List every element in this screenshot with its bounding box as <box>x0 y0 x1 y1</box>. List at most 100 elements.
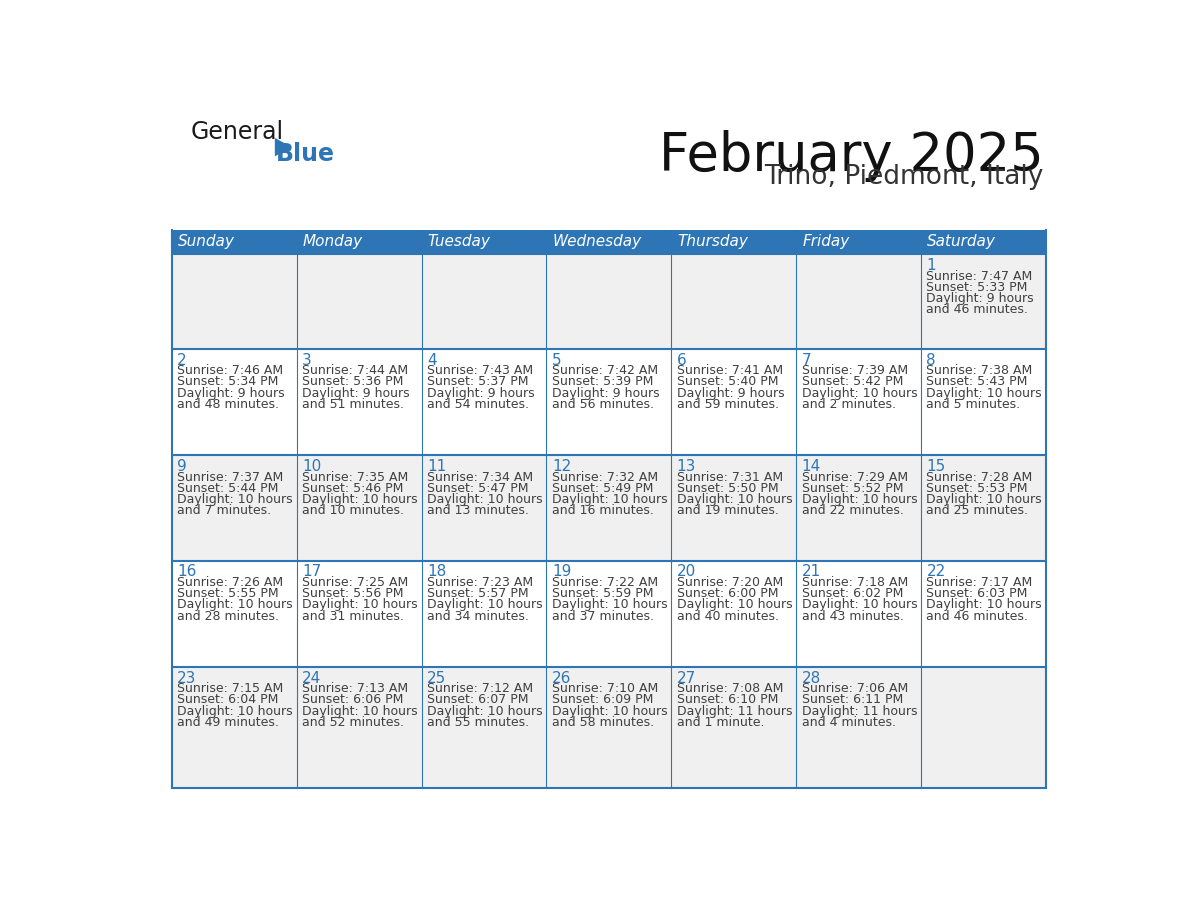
Text: 22: 22 <box>927 565 946 579</box>
Text: Sunrise: 7:06 AM: Sunrise: 7:06 AM <box>802 682 908 695</box>
Text: Daylight: 10 hours: Daylight: 10 hours <box>552 493 668 506</box>
Text: Daylight: 10 hours: Daylight: 10 hours <box>552 599 668 611</box>
Bar <box>172 349 297 455</box>
Text: 19: 19 <box>552 565 571 579</box>
Bar <box>671 561 796 666</box>
Text: Monday: Monday <box>303 234 364 250</box>
Text: Daylight: 10 hours: Daylight: 10 hours <box>552 705 668 718</box>
Bar <box>297 666 422 788</box>
Text: Trino, Piedmont, Italy: Trino, Piedmont, Italy <box>764 164 1043 190</box>
Bar <box>546 561 671 666</box>
Text: Sunset: 5:57 PM: Sunset: 5:57 PM <box>426 588 529 600</box>
Bar <box>796 349 921 455</box>
Bar <box>921 349 1045 455</box>
Text: Sunrise: 7:17 AM: Sunrise: 7:17 AM <box>927 576 1032 589</box>
Text: and 4 minutes.: and 4 minutes. <box>802 716 896 729</box>
Text: Sunset: 5:49 PM: Sunset: 5:49 PM <box>552 482 653 495</box>
Bar <box>422 455 546 561</box>
Bar <box>796 230 921 254</box>
Bar <box>921 666 1045 788</box>
Text: Sunrise: 7:47 AM: Sunrise: 7:47 AM <box>927 270 1032 283</box>
Text: and 56 minutes.: and 56 minutes. <box>552 397 653 410</box>
Bar <box>546 455 671 561</box>
Text: and 46 minutes.: and 46 minutes. <box>927 303 1029 316</box>
Text: and 16 minutes.: and 16 minutes. <box>552 504 653 517</box>
Text: Sunrise: 7:34 AM: Sunrise: 7:34 AM <box>426 471 533 484</box>
Text: February 2025: February 2025 <box>659 130 1043 182</box>
Text: and 25 minutes.: and 25 minutes. <box>927 504 1029 517</box>
Text: 26: 26 <box>552 671 571 686</box>
Text: 1: 1 <box>927 258 936 273</box>
Text: Sunrise: 7:32 AM: Sunrise: 7:32 AM <box>552 471 658 484</box>
Text: Sunset: 6:09 PM: Sunset: 6:09 PM <box>552 693 653 707</box>
Text: Sunset: 6:11 PM: Sunset: 6:11 PM <box>802 693 903 707</box>
Text: Sunrise: 7:42 AM: Sunrise: 7:42 AM <box>552 364 658 377</box>
Text: and 7 minutes.: and 7 minutes. <box>177 504 271 517</box>
Text: Daylight: 10 hours: Daylight: 10 hours <box>677 599 792 611</box>
Text: 25: 25 <box>426 671 447 686</box>
Text: Daylight: 10 hours: Daylight: 10 hours <box>802 493 917 506</box>
Text: Daylight: 10 hours: Daylight: 10 hours <box>677 493 792 506</box>
Text: Daylight: 10 hours: Daylight: 10 hours <box>302 599 418 611</box>
Text: Sunrise: 7:29 AM: Sunrise: 7:29 AM <box>802 471 908 484</box>
Text: Sunrise: 7:08 AM: Sunrise: 7:08 AM <box>677 682 783 695</box>
Bar <box>297 455 422 561</box>
Text: Sunrise: 7:43 AM: Sunrise: 7:43 AM <box>426 364 533 377</box>
Text: and 55 minutes.: and 55 minutes. <box>426 716 529 729</box>
Text: 13: 13 <box>677 459 696 474</box>
Bar <box>921 455 1045 561</box>
Text: and 13 minutes.: and 13 minutes. <box>426 504 529 517</box>
Text: Sunrise: 7:18 AM: Sunrise: 7:18 AM <box>802 576 908 589</box>
Text: 15: 15 <box>927 459 946 474</box>
Text: Sunrise: 7:44 AM: Sunrise: 7:44 AM <box>302 364 409 377</box>
Text: and 10 minutes.: and 10 minutes. <box>302 504 404 517</box>
Bar <box>796 561 921 666</box>
Text: and 43 minutes.: and 43 minutes. <box>802 610 904 622</box>
Text: Daylight: 10 hours: Daylight: 10 hours <box>927 599 1042 611</box>
Text: Sunset: 5:43 PM: Sunset: 5:43 PM <box>927 375 1028 388</box>
Text: Sunrise: 7:38 AM: Sunrise: 7:38 AM <box>927 364 1032 377</box>
Text: 27: 27 <box>677 671 696 686</box>
Text: 21: 21 <box>802 565 821 579</box>
Text: 7: 7 <box>802 353 811 368</box>
Text: 11: 11 <box>426 459 447 474</box>
Text: 4: 4 <box>426 353 436 368</box>
Text: 3: 3 <box>302 353 311 368</box>
Text: Sunrise: 7:22 AM: Sunrise: 7:22 AM <box>552 576 658 589</box>
Bar <box>546 349 671 455</box>
Text: Sunrise: 7:28 AM: Sunrise: 7:28 AM <box>927 471 1032 484</box>
Text: 8: 8 <box>927 353 936 368</box>
Text: Sunset: 5:34 PM: Sunset: 5:34 PM <box>177 375 278 388</box>
Text: Sunrise: 7:15 AM: Sunrise: 7:15 AM <box>177 682 284 695</box>
Text: and 48 minutes.: and 48 minutes. <box>177 397 279 410</box>
Bar <box>172 230 297 254</box>
Text: Sunset: 5:56 PM: Sunset: 5:56 PM <box>302 588 404 600</box>
Text: and 49 minutes.: and 49 minutes. <box>177 716 279 729</box>
Text: Daylight: 10 hours: Daylight: 10 hours <box>177 599 292 611</box>
Text: 16: 16 <box>177 565 196 579</box>
Text: Sunset: 5:39 PM: Sunset: 5:39 PM <box>552 375 653 388</box>
Text: Sunrise: 7:25 AM: Sunrise: 7:25 AM <box>302 576 409 589</box>
Text: Sunset: 5:55 PM: Sunset: 5:55 PM <box>177 588 279 600</box>
Text: 10: 10 <box>302 459 321 474</box>
Bar <box>422 666 546 788</box>
Text: Daylight: 10 hours: Daylight: 10 hours <box>426 705 543 718</box>
Bar <box>796 254 921 349</box>
Text: Sunset: 6:02 PM: Sunset: 6:02 PM <box>802 588 903 600</box>
Text: Daylight: 9 hours: Daylight: 9 hours <box>177 386 285 399</box>
Text: Sunrise: 7:35 AM: Sunrise: 7:35 AM <box>302 471 409 484</box>
Text: and 5 minutes.: and 5 minutes. <box>927 397 1020 410</box>
Text: Sunrise: 7:39 AM: Sunrise: 7:39 AM <box>802 364 908 377</box>
Text: and 19 minutes.: and 19 minutes. <box>677 504 778 517</box>
Text: and 40 minutes.: and 40 minutes. <box>677 610 778 622</box>
Text: Daylight: 10 hours: Daylight: 10 hours <box>302 493 418 506</box>
Bar <box>921 254 1045 349</box>
Text: Tuesday: Tuesday <box>428 234 491 250</box>
Text: and 37 minutes.: and 37 minutes. <box>552 610 653 622</box>
Text: Daylight: 10 hours: Daylight: 10 hours <box>802 599 917 611</box>
Bar <box>796 455 921 561</box>
Bar <box>172 455 297 561</box>
Text: Daylight: 9 hours: Daylight: 9 hours <box>302 386 410 399</box>
Text: Daylight: 9 hours: Daylight: 9 hours <box>677 386 784 399</box>
Bar <box>172 254 297 349</box>
